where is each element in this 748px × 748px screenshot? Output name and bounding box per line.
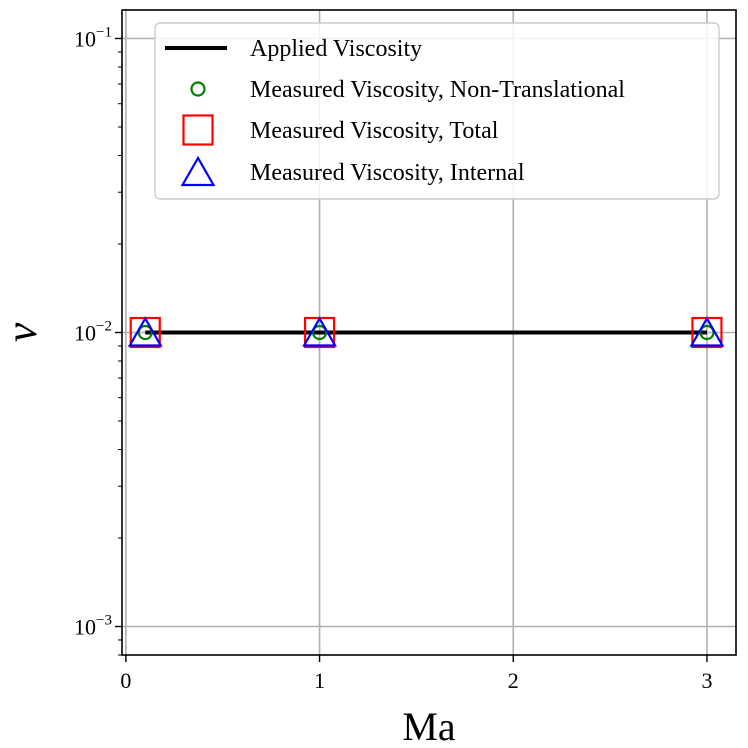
y-axis-title: ν — [0, 322, 46, 342]
y-tick-label: 10−1 — [74, 24, 112, 51]
x-tick-label: 2 — [508, 668, 519, 693]
y-tick-base: 10 — [74, 321, 96, 346]
x-tick-label: 0 — [120, 668, 131, 693]
legend-label: Applied Viscosity — [250, 36, 422, 62]
legend-handle-circle — [190, 81, 206, 97]
y-tick-base: 10 — [74, 615, 96, 640]
legend-label: Measured Viscosity, Non-Translational — [250, 77, 625, 103]
y-tick-exponent: −2 — [96, 319, 112, 335]
data-point-circle — [137, 324, 153, 341]
data-point-triangle — [302, 316, 337, 347]
data-point-circle — [311, 324, 328, 341]
y-tick-label: 10−2 — [74, 319, 112, 346]
data-point-circle — [699, 324, 715, 341]
x-axis-title: Ma — [402, 704, 456, 748]
x-tick-label: 3 — [701, 668, 712, 693]
legend-box — [154, 22, 720, 200]
legend: Applied Viscosity Measured Viscosity, Non… — [154, 22, 720, 200]
series-layer — [127, 316, 725, 349]
plot-frame — [121, 9, 737, 656]
legend-label: Measured Viscosity, Internal — [250, 160, 525, 186]
legend-handle-triangle — [180, 155, 216, 187]
x-tick-label: 1 — [314, 668, 325, 693]
legend-handle-square — [182, 114, 214, 146]
y-tick-exponent: −3 — [96, 613, 112, 629]
data-point-triangle — [689, 316, 725, 347]
y-tick-base: 10 — [74, 26, 96, 51]
y-tick-label: 10−3 — [74, 613, 112, 640]
y-tick-exponent: −1 — [96, 24, 112, 40]
legend-label: Measured Viscosity, Total — [250, 118, 499, 144]
tick-layer: 0 1 2 310−310−210−1 — [74, 24, 712, 693]
data-point-triangle — [127, 316, 163, 347]
